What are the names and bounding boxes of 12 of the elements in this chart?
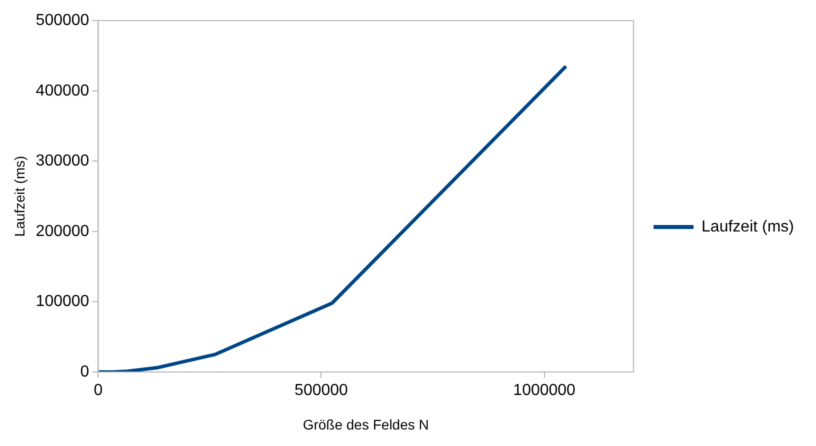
y-tick-label: 200000 bbox=[36, 222, 90, 240]
y-tick-label: 300000 bbox=[36, 152, 90, 170]
x-tick-label: 0 bbox=[94, 382, 103, 400]
x-tick-label: 1000000 bbox=[513, 382, 576, 400]
x-axis-title: Größe des Feldes N bbox=[302, 416, 429, 432]
y-tick-label: 100000 bbox=[36, 293, 90, 310]
y-tick-label: 500000 bbox=[36, 12, 90, 30]
legend-label: Laufzeit (ms) bbox=[702, 218, 794, 236]
y-axis-title: Laufzeit (ms) bbox=[11, 156, 28, 237]
y-tick-label: 400000 bbox=[36, 82, 90, 100]
x-tick-label: 500000 bbox=[294, 382, 348, 400]
y-tick-label: 0 bbox=[80, 363, 90, 380]
